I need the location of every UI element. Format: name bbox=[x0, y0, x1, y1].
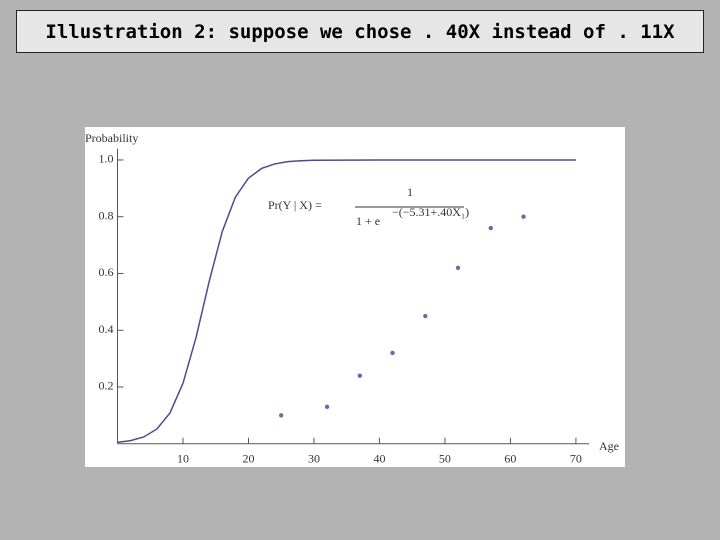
data-point bbox=[279, 413, 284, 418]
x-tick-label: 40 bbox=[373, 452, 385, 466]
y-tick-label: 1.0 bbox=[99, 152, 114, 166]
data-point bbox=[455, 265, 461, 270]
y-tick-label: 0.6 bbox=[99, 265, 114, 279]
formula-lhs: Pr(Y | X) = bbox=[268, 198, 322, 212]
data-point bbox=[521, 214, 526, 219]
formula-denominator: 1 + e bbox=[356, 214, 380, 228]
y-tick-label: 0.8 bbox=[99, 208, 114, 222]
x-tick-label: 50 bbox=[439, 452, 451, 466]
data-point bbox=[390, 350, 395, 356]
formula-exponent: −(−5.31+.40X₁) bbox=[392, 205, 469, 219]
x-tick-label: 30 bbox=[308, 452, 320, 466]
x-tick-label: 20 bbox=[242, 452, 254, 466]
formula-numerator: 1 bbox=[407, 185, 413, 199]
y-axis-label: Probability bbox=[85, 131, 138, 145]
data-point bbox=[423, 313, 428, 319]
y-tick-label: 0.2 bbox=[99, 379, 114, 393]
probability-curve bbox=[117, 159, 576, 444]
slide-title: Illustration 2: suppose we chose . 40X i… bbox=[16, 10, 704, 53]
x-tick-label: 10 bbox=[177, 452, 189, 466]
y-tick-label: 0.4 bbox=[99, 322, 114, 336]
data-point bbox=[357, 373, 362, 378]
data-point bbox=[488, 225, 493, 231]
x-tick-label: 60 bbox=[504, 452, 516, 466]
x-tick-label: 70 bbox=[570, 452, 582, 466]
x-axis-label: Age bbox=[599, 439, 619, 453]
data-point bbox=[324, 404, 330, 410]
chart-background bbox=[85, 127, 625, 467]
